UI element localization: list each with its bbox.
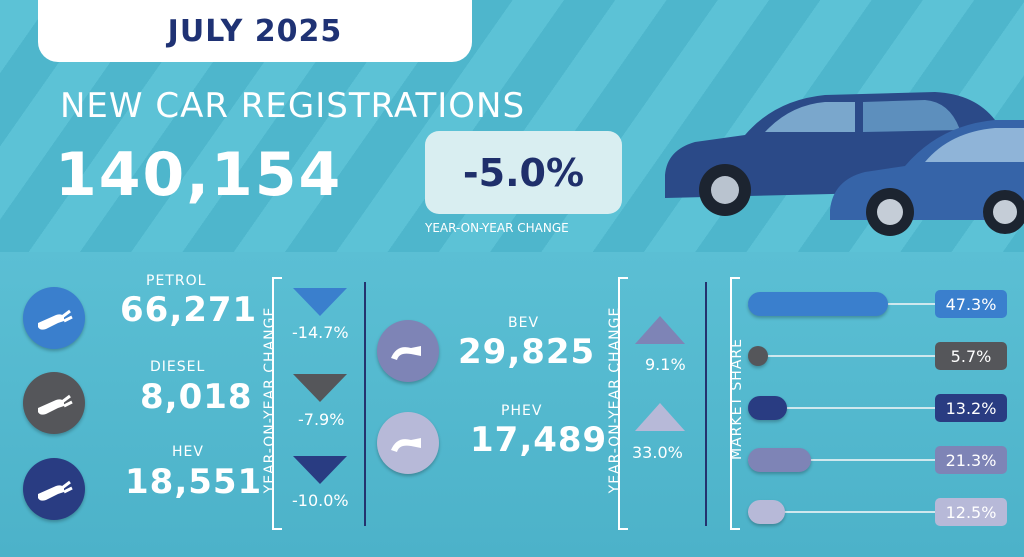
- hev-label: HEV: [172, 444, 204, 460]
- yoy-axis-label-mid: YEAR-ON-YEAR CHANGE: [607, 306, 623, 494]
- market-share-dot: [748, 346, 768, 366]
- yoy-bracket-mid: [618, 277, 628, 530]
- yoy-axis-label-left: YEAR-ON-YEAR CHANGE: [262, 306, 278, 494]
- month-label: JULY 2025: [167, 13, 343, 49]
- market-share-value: 21.3%: [935, 446, 1007, 474]
- phev-value: 17,489: [470, 420, 608, 460]
- yoy-badge: -5.0%: [425, 131, 622, 214]
- market-share-axis-label: MARKET SHARE: [729, 338, 745, 460]
- hev-down-arrow-icon: [293, 456, 347, 484]
- market-share-value: 47.3%: [935, 290, 1007, 318]
- bev-label: BEV: [508, 315, 540, 331]
- market-share-track: [748, 511, 935, 513]
- phev-plug-icon: [377, 412, 439, 474]
- hev-change: -10.0%: [292, 491, 349, 510]
- market-share-value: 5.7%: [935, 342, 1007, 370]
- diesel-label: DIESEL: [150, 359, 206, 375]
- bev-value: 29,825: [458, 332, 596, 372]
- market-share-value: 13.2%: [935, 394, 1007, 422]
- market-share-bar: [748, 396, 788, 420]
- phev-change: 33.0%: [632, 443, 683, 462]
- market-share-bracket: [730, 277, 740, 530]
- market-share-track: [748, 459, 935, 461]
- total-registrations: 140,154: [55, 140, 343, 210]
- market-share-bar: [748, 448, 812, 472]
- market-share-track: [748, 407, 935, 409]
- diesel-down-arrow-icon: [293, 374, 347, 402]
- diesel-pump-icon: [23, 372, 85, 434]
- divider-left: [364, 282, 366, 526]
- ev-plug-icon: [377, 320, 439, 382]
- petrol-change: -14.7%: [292, 323, 349, 342]
- hev-value: 18,551: [125, 462, 263, 502]
- page-title: NEW CAR REGISTRATIONS: [60, 86, 526, 126]
- divider-right: [705, 282, 707, 526]
- hev-pump-icon: [23, 458, 85, 520]
- car-front-icon: [830, 120, 1024, 236]
- phev-label: PHEV: [501, 403, 543, 419]
- diesel-value: 8,018: [140, 377, 253, 417]
- yoy-bracket-left: [272, 277, 282, 530]
- petrol-down-arrow-icon: [293, 288, 347, 316]
- yoy-value: -5.0%: [462, 150, 585, 195]
- market-share-track: [748, 355, 935, 357]
- bev-change: 9.1%: [645, 355, 686, 374]
- petrol-value: 66,271: [120, 290, 258, 330]
- petrol-label: PETROL: [146, 273, 207, 289]
- market-share-bar: [748, 292, 888, 316]
- diesel-change: -7.9%: [298, 410, 345, 429]
- bev-up-arrow-icon: [635, 316, 685, 344]
- month-badge: JULY 2025: [38, 0, 472, 62]
- cars-illustration: [665, 92, 1024, 236]
- market-share-bar: [748, 500, 785, 524]
- market-share-value: 12.5%: [935, 498, 1007, 526]
- yoy-label: YEAR-ON-YEAR CHANGE: [425, 221, 569, 235]
- phev-up-arrow-icon: [635, 403, 685, 431]
- petrol-pump-icon: [23, 287, 85, 349]
